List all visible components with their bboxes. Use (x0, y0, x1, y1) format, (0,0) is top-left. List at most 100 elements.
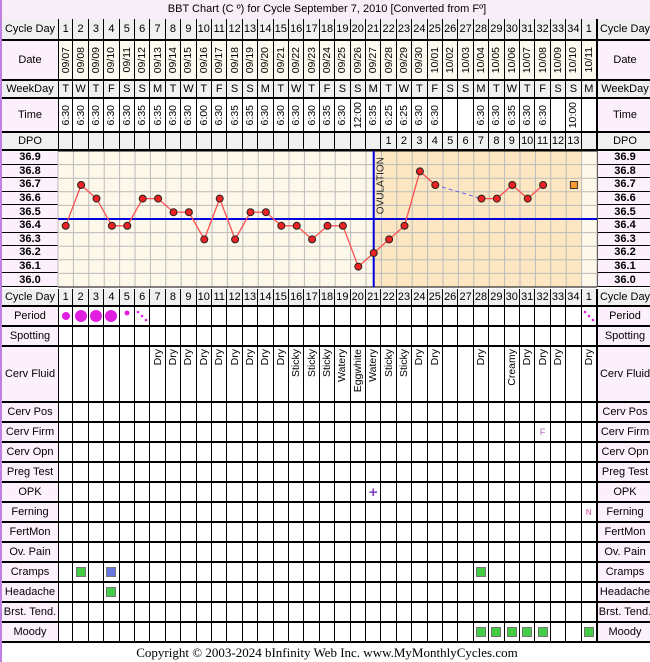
cramps-cell (319, 563, 336, 583)
ov_pain-cell (335, 543, 351, 563)
cycle_day-cell: 21 (366, 19, 382, 41)
period-cell (335, 307, 351, 327)
fertmon-cell (181, 523, 197, 543)
cycle_day-cell: 10 (196, 19, 212, 41)
opk-cell (242, 483, 259, 503)
weekday-cell: F (212, 81, 228, 99)
preg_test-cell (427, 463, 443, 483)
fertmon-cell (396, 523, 413, 543)
spotting-cell (412, 327, 428, 347)
row-label-time-right: Time (597, 99, 650, 133)
dpo-cell (242, 133, 259, 151)
dpo-cell: 2 (396, 133, 413, 151)
ov_pain-cell (458, 543, 474, 563)
cramps-cell (196, 563, 212, 583)
weekday-cell: S (350, 81, 366, 99)
cerv_fluid-cell: Dry (165, 347, 182, 403)
temp-axis-label-right: 36.9 (597, 151, 650, 165)
cerv_pos-cell (88, 403, 105, 423)
cerv_fluid-cell: Dry (258, 347, 274, 403)
ferning-cell (458, 503, 474, 523)
date-cell: 09/22 (289, 41, 305, 81)
row-label-dpo-right: DPO (597, 133, 650, 151)
fertmon-cell (58, 523, 74, 543)
cerv_opn-cell (335, 443, 351, 463)
temp-point (477, 194, 486, 203)
dpo-cell (196, 133, 212, 151)
preg_test-cell (319, 463, 336, 483)
cerv_firm-cell (335, 423, 351, 443)
spotting-cell (289, 327, 305, 347)
cerv_opn-cell (489, 443, 505, 463)
cerv_pos-cell (150, 403, 166, 423)
preg_test-cell (196, 463, 212, 483)
weekday-cell: T (196, 81, 212, 99)
row-label-spotting-right: Spotting (597, 327, 650, 347)
cerv_opn-cell (396, 443, 413, 463)
ferning-cell (566, 503, 582, 523)
ferning-cell (350, 503, 366, 523)
ferning-cell (366, 503, 382, 523)
cerv_pos-cell (443, 403, 459, 423)
date-cell: 09/14 (165, 41, 182, 81)
time-cell: 6:30 (427, 99, 443, 133)
cramps-cell (212, 563, 228, 583)
cerv_opn-cell (88, 443, 105, 463)
cycle_day-cell: 19 (335, 19, 351, 41)
weekday-cell: T (165, 81, 182, 99)
ov_pain-cell (88, 543, 105, 563)
weekday-cell: M (258, 81, 274, 99)
weekday-cell: T (412, 81, 428, 99)
preg_test-cell (181, 463, 197, 483)
row-label-cerv_opn: Cerv Opn (2, 443, 58, 463)
cramps-cell (504, 563, 520, 583)
cramps-cell (73, 563, 89, 583)
cerv_fluid-cell: Dry (150, 347, 166, 403)
spotting-cell (427, 327, 443, 347)
cerv_opn-cell (366, 443, 382, 463)
cycle_day-cell: 33 (550, 19, 567, 41)
time-cell: 6:30 (304, 99, 320, 133)
cerv_pos-cell (489, 403, 505, 423)
temp-point (246, 208, 255, 217)
temp-point (539, 181, 548, 189)
time-cell: 6:30 (489, 99, 505, 133)
cerv_opn-cell (289, 443, 305, 463)
spotting-dots-icon (136, 310, 148, 322)
cramps-cell (227, 563, 243, 583)
row-label-cycle_day-right: Cycle Day (597, 19, 650, 41)
temp-point (323, 221, 332, 230)
spotting-cell (473, 327, 490, 347)
time-cell: 6:35 (135, 99, 151, 133)
cerv_pos-cell (196, 403, 212, 423)
temp-point (154, 194, 163, 203)
date-cell: 09/25 (335, 41, 351, 81)
cycle_day-cell: 27 (458, 289, 474, 307)
cycle_day-cell: 15 (273, 289, 289, 307)
ferning-cell (535, 503, 551, 523)
date-cell: 09/24 (319, 41, 336, 81)
cycle_day-cell: 25 (427, 289, 443, 307)
ov_pain-cell (535, 543, 551, 563)
preg_test-cell (412, 463, 428, 483)
dpo-cell: 7 (473, 133, 490, 151)
time-cell: 6:35 (504, 99, 520, 133)
cycle_day-cell: 18 (319, 19, 336, 41)
cerv_fluid-cell (119, 347, 135, 403)
cerv_pos-cell (212, 403, 228, 423)
date-cell: 10/10 (566, 41, 582, 81)
dpo-cell: 9 (504, 133, 520, 151)
preg_test-cell (458, 463, 474, 483)
spotting-cell (550, 327, 567, 347)
period-cell (150, 307, 166, 327)
cycle_day-cell: 25 (427, 19, 443, 41)
date-cell: 09/09 (88, 41, 105, 81)
row-label-cerv_pos-right: Cerv Pos (597, 403, 650, 423)
fertmon-cell (304, 523, 320, 543)
spotting-cell (489, 327, 505, 347)
weekday-cell: W (289, 81, 305, 99)
dpo-cell (335, 133, 351, 151)
cerv_firm-cell (504, 423, 520, 443)
cycle_day-cell: 8 (165, 19, 182, 41)
cerv_firm-cell (227, 423, 243, 443)
